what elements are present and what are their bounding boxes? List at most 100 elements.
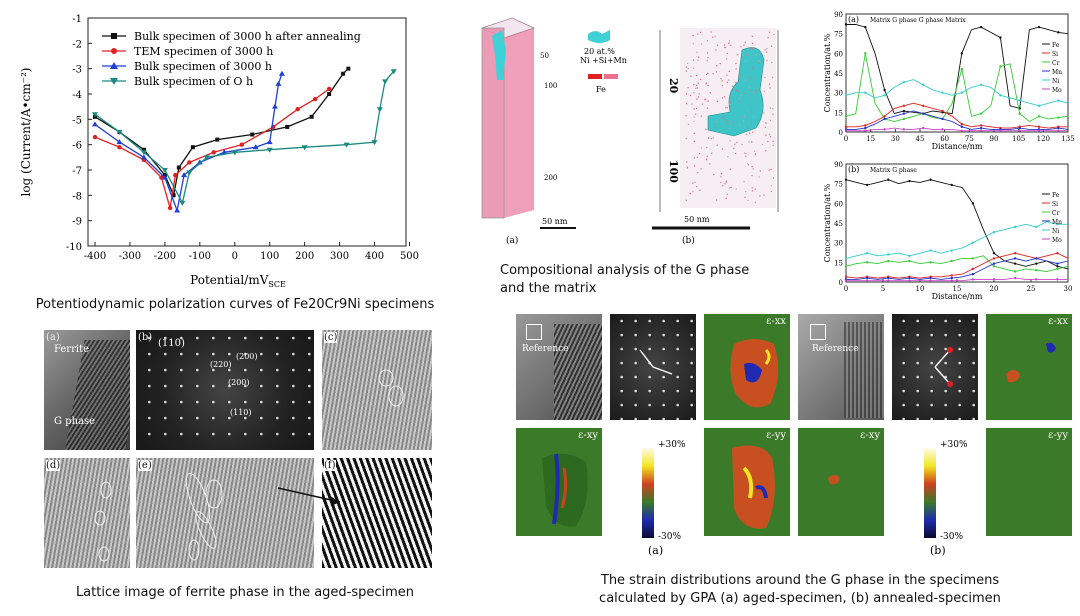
atom-dot xyxy=(707,137,710,140)
atom-dot xyxy=(712,73,714,75)
diffraction-spot xyxy=(196,368,199,372)
atom-dot xyxy=(729,103,731,105)
atom-dot xyxy=(692,190,694,192)
diffraction-spot xyxy=(308,352,311,356)
data-point xyxy=(173,172,178,178)
diffraction-spot xyxy=(180,384,183,388)
profile-point xyxy=(883,117,886,121)
atom-dot xyxy=(766,47,768,50)
atom-dot xyxy=(721,80,723,82)
profile-point xyxy=(929,178,932,181)
profile-point xyxy=(971,241,975,244)
legend-label: Bulk specimen of 3000 h xyxy=(134,60,272,73)
atom-dot xyxy=(707,84,709,87)
diffraction-spot xyxy=(648,347,651,351)
profile-point xyxy=(1056,278,1059,281)
atom-dot xyxy=(724,46,726,49)
atom-dot xyxy=(724,44,726,46)
diffraction-spot xyxy=(260,368,263,372)
profile-point xyxy=(864,124,867,127)
atom-dot xyxy=(695,87,697,90)
diffraction-spot xyxy=(244,336,247,340)
profile-point xyxy=(908,254,911,257)
diffraction-spot xyxy=(308,416,311,420)
lattice-tile-d: (d) xyxy=(44,458,130,568)
atom-dot xyxy=(685,115,687,117)
atom-dot xyxy=(758,60,760,62)
profile-point xyxy=(1013,257,1017,260)
diffraction-spot xyxy=(180,336,183,340)
data-point xyxy=(117,145,122,150)
profile-point xyxy=(950,259,953,263)
x-tick-label: 45 xyxy=(916,135,925,143)
y-tick-label: 15 xyxy=(834,109,843,117)
atom-dot xyxy=(695,84,698,87)
atom-dot xyxy=(726,107,728,109)
profile-a: 0 15 30 45 60 75 90 105 120 135 90 75 60 45 30 15 0 Dista… xyxy=(823,11,1075,151)
profile-point xyxy=(1037,125,1041,128)
profile-point xyxy=(844,129,848,132)
atom-dot xyxy=(770,185,772,187)
atom-dot xyxy=(705,83,707,85)
atom-dot xyxy=(750,109,752,112)
diffraction-spot xyxy=(180,368,183,372)
atom-dot xyxy=(769,107,772,109)
atom-dot xyxy=(711,152,713,154)
atom-dot xyxy=(739,124,741,126)
atom-dot xyxy=(692,182,694,184)
diffraction-spot xyxy=(958,403,961,407)
legend-marker xyxy=(110,62,118,69)
atom-dot xyxy=(754,79,756,81)
diffraction-spot xyxy=(292,432,295,436)
x-tick-label: 135 xyxy=(1061,135,1074,143)
atom-dot xyxy=(700,43,703,45)
diffraction-spot xyxy=(916,389,919,393)
diffraction-spot xyxy=(276,416,279,420)
diffraction-spot xyxy=(930,403,933,407)
atom-dot xyxy=(721,148,723,150)
atom-dot xyxy=(744,79,746,82)
atom-dot xyxy=(700,78,702,81)
diffraction-spot xyxy=(260,400,263,404)
profile-point xyxy=(902,109,906,113)
data-point xyxy=(295,107,300,112)
atom-dot xyxy=(740,75,742,77)
svg-text:20 at.%: 20 at.% xyxy=(584,47,615,56)
diffraction-spot xyxy=(634,417,637,420)
atom-dot xyxy=(712,137,714,139)
atom-dot xyxy=(712,36,714,38)
x-tick-label: 15 xyxy=(866,135,875,143)
diffraction-spot xyxy=(662,347,665,351)
phase-annotation: Matrix G phase G phase Matrix xyxy=(870,17,966,24)
diffraction-spot xyxy=(944,347,947,351)
atom-probe-volume-a xyxy=(480,17,536,219)
panel-label: (b) xyxy=(848,165,859,174)
profile-point xyxy=(971,272,975,276)
data-point xyxy=(275,80,282,86)
atom-dot xyxy=(747,127,749,129)
atom-dot xyxy=(743,120,745,122)
atom-dot xyxy=(770,45,773,47)
atom-dot xyxy=(740,95,743,97)
profile-point xyxy=(960,129,964,132)
profile-point xyxy=(1035,278,1038,281)
selected-spot xyxy=(947,347,953,353)
data-point xyxy=(181,172,188,178)
profile-point xyxy=(960,52,964,55)
y-tick-label: 30 xyxy=(834,90,843,98)
profile-point xyxy=(1037,104,1041,107)
profile-series-Mn xyxy=(846,110,1069,130)
diffraction-spot xyxy=(620,319,623,323)
diffraction-spot xyxy=(164,416,167,420)
y-tick-label: 0 xyxy=(839,129,843,137)
atom-dot xyxy=(724,96,726,98)
atom-dot xyxy=(699,189,701,191)
atom-dot xyxy=(693,116,695,118)
diffraction-spot xyxy=(958,375,961,379)
atom-dot xyxy=(687,67,689,70)
atom-dot xyxy=(740,46,742,48)
polarization-caption: Potentiodynamic polarization curves of F… xyxy=(35,297,435,312)
atom-dot xyxy=(709,163,711,165)
profile-point xyxy=(864,129,867,132)
atom-dot xyxy=(716,100,719,103)
